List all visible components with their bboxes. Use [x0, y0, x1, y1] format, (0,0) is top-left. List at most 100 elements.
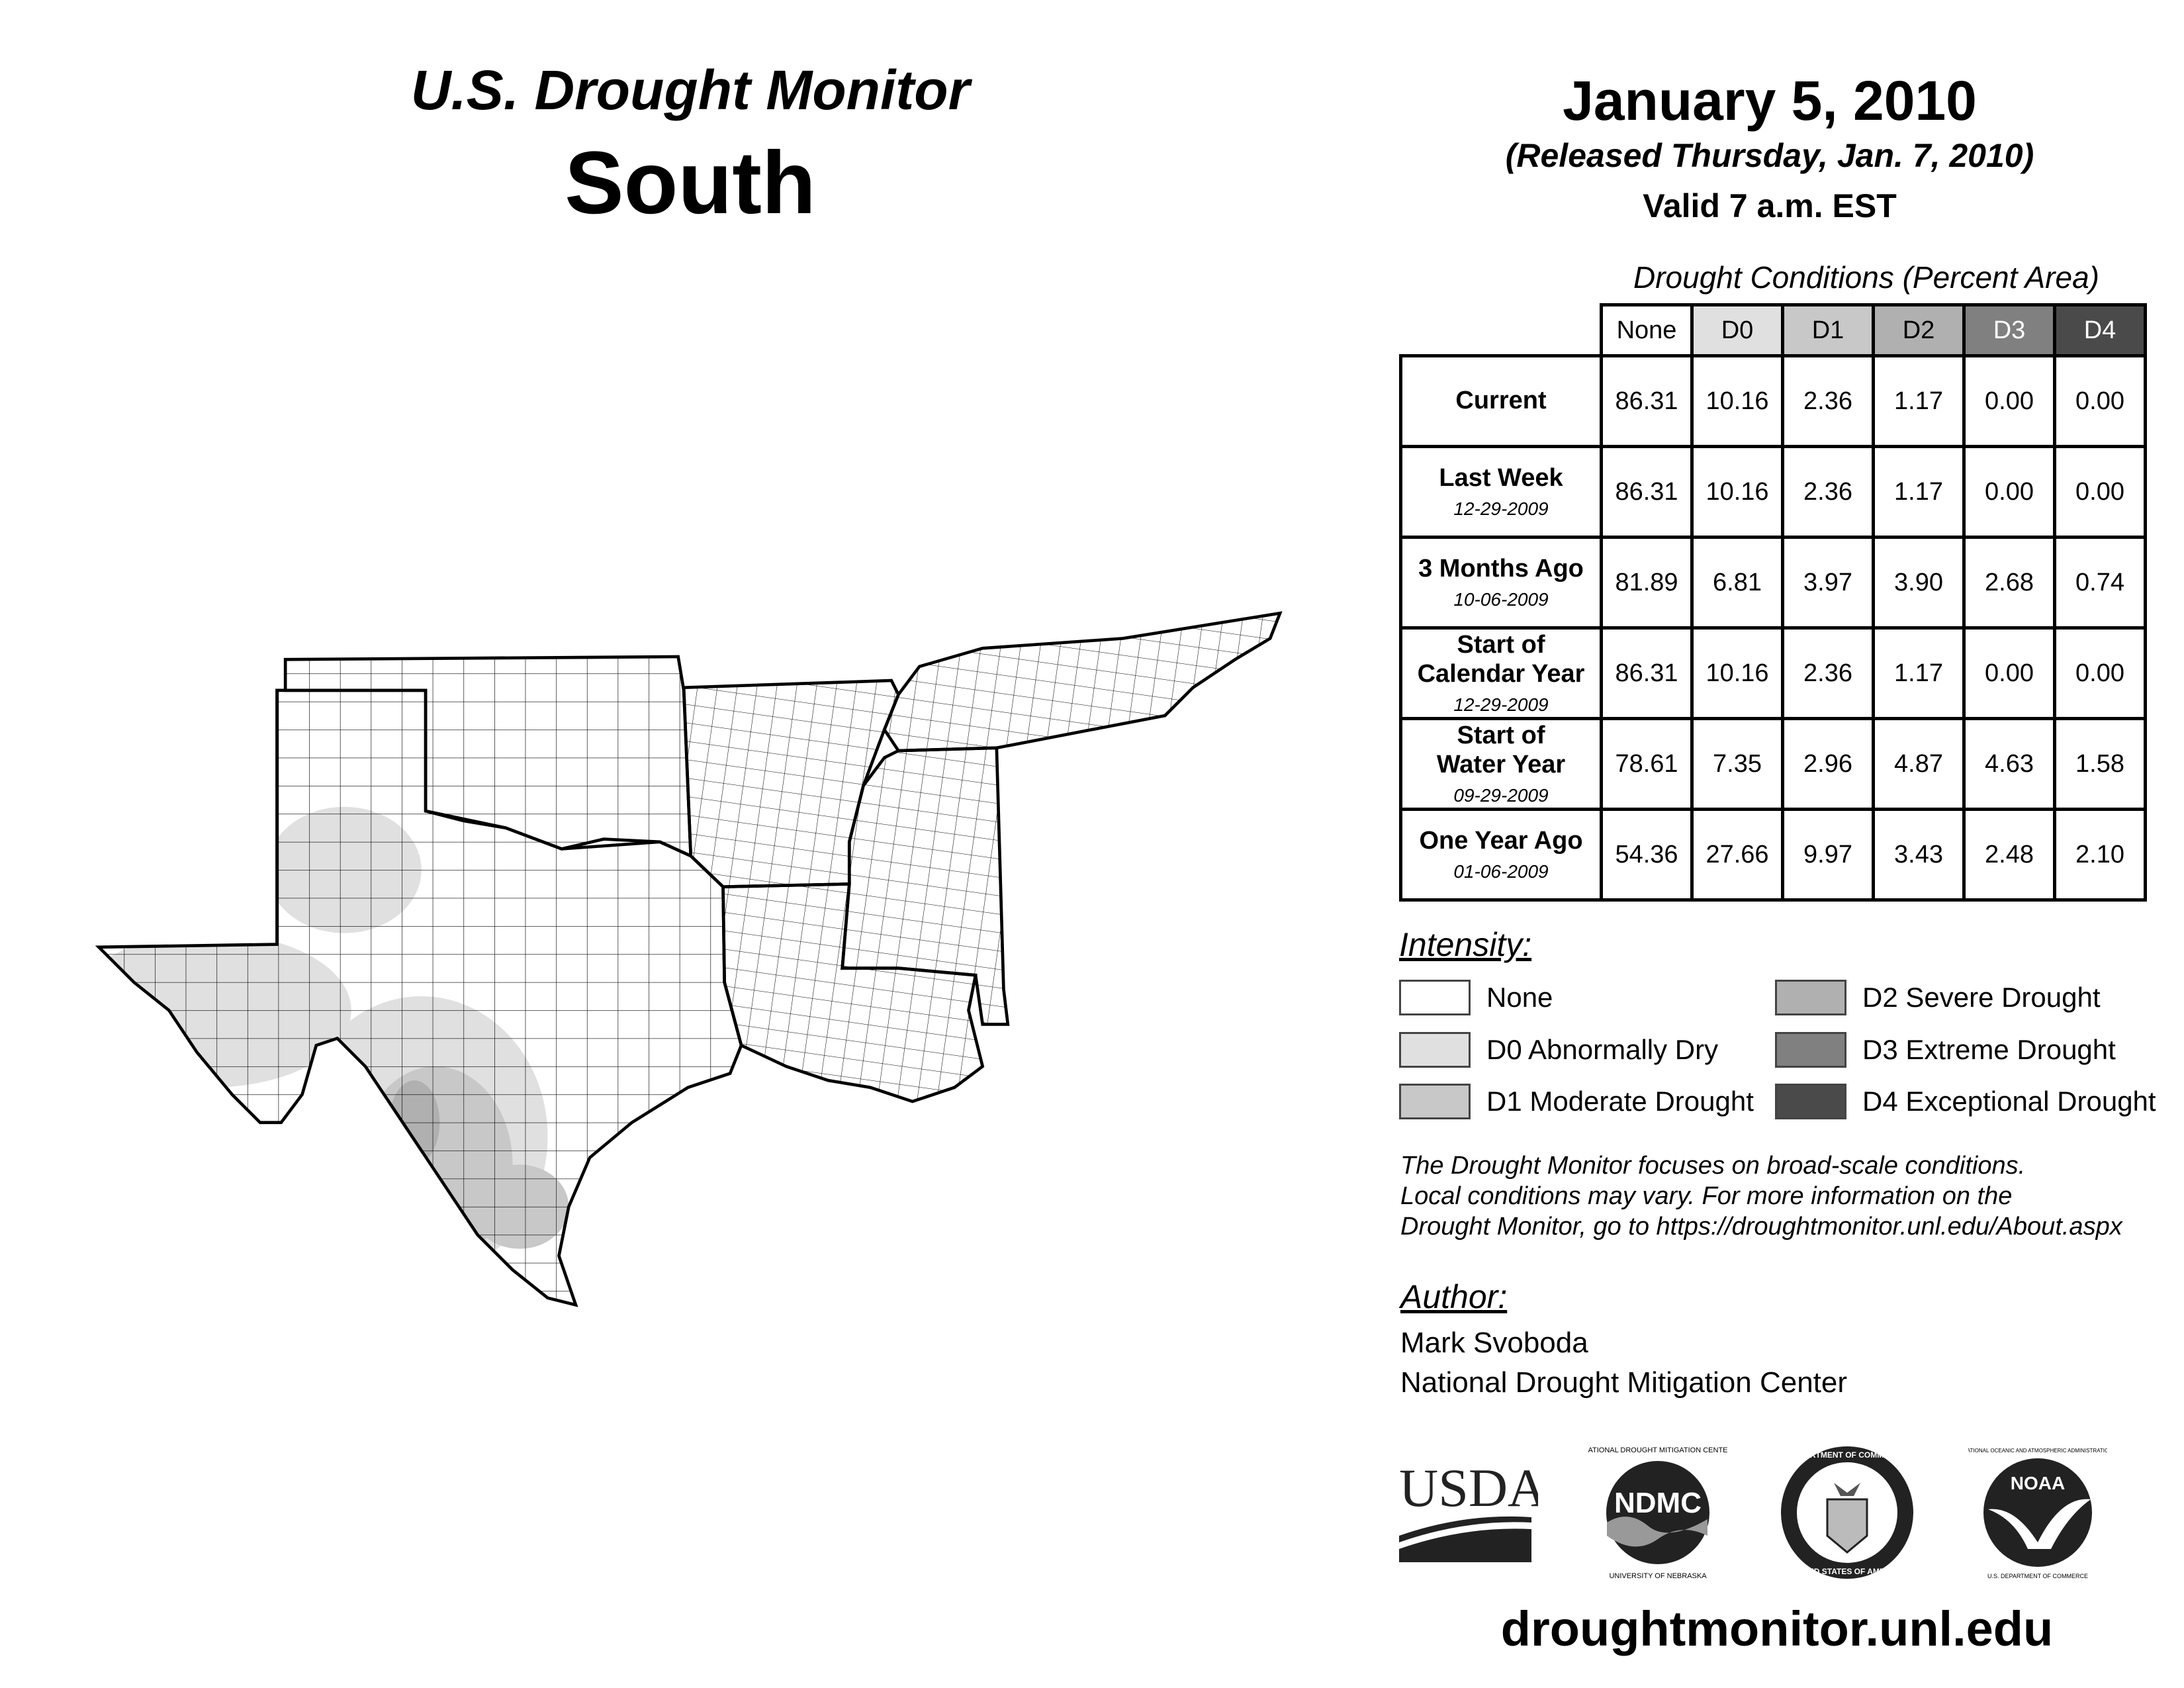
note-line: The Drought Monitor focuses on broad-sca…: [1400, 1152, 2026, 1180]
cell-d2: 3.90: [1872, 536, 1966, 630]
cell-d4: 0.00: [2053, 626, 2147, 720]
cell-d2: 3.43: [1872, 808, 1966, 902]
row-label: Current: [1399, 354, 1603, 448]
usda-logo: USDA: [1399, 1458, 1538, 1562]
usda-logo-text: USDA: [1399, 1458, 1538, 1518]
legend-swatch: [1775, 1084, 1846, 1119]
cell-d1: 3.97: [1781, 536, 1875, 630]
mississippi: [841, 746, 1010, 1026]
cell-d3: 4.63: [1962, 717, 2056, 811]
row-label-line1: Start of: [1457, 722, 1545, 750]
legend-label: D2 Severe Drought: [1862, 982, 2101, 1013]
noaa-logo-text: NOAA: [2011, 1473, 2065, 1493]
cell-d2: 1.17: [1872, 626, 1966, 720]
cell-none: 86.31: [1600, 445, 1694, 539]
cell-d0: 10.16: [1690, 354, 1784, 448]
legend-swatch: [1399, 1032, 1471, 1068]
disclaimer-notes: The Drought Monitor focuses on broad-sca…: [1400, 1150, 2122, 1242]
row-label: Start of Water Year 09-29-2009: [1399, 717, 1603, 811]
ndmc-ring-text: NATIONAL DROUGHT MITIGATION CENTER: [1588, 1446, 1727, 1454]
table-row: One Year Ago 01-06-2009 54.36 27.66 9.97 …: [1399, 808, 2147, 902]
legend-swatch: [1775, 980, 1846, 1015]
note-line: Drought Monitor, go to https://droughtmo…: [1400, 1213, 2122, 1241]
note-line: Local conditions may vary. For more info…: [1400, 1182, 2013, 1210]
row-label-line1: Start of: [1457, 631, 1545, 659]
row-label-line1: Last Week: [1439, 464, 1563, 492]
doc-ring-text: DEPARTMENT OF COMMERCE: [1788, 1450, 1905, 1460]
col-header-d3: D3: [1962, 303, 2056, 357]
cell-d1: 2.36: [1781, 445, 1875, 539]
legend-swatch: [1775, 1032, 1846, 1068]
col-header-d0: D0: [1690, 303, 1784, 357]
legend-item: D4 Exceptional Drought: [1775, 1084, 2156, 1119]
cell-d1: 2.36: [1781, 626, 1875, 720]
row-label-line2: Water Year: [1436, 750, 1566, 778]
doc-bottom-text: UNITED STATES OF AMERICA: [1790, 1567, 1905, 1576]
legend-item: None: [1399, 980, 1553, 1015]
legend-label: D0 Abnormally Dry: [1486, 1034, 1719, 1065]
legend-item: D3 Extreme Drought: [1775, 1032, 2116, 1068]
drought-conditions-table: None D0 D1 D2 D3 D4 Current 86.31 10.16 …: [1399, 303, 2147, 902]
ndmc-logo: NDMC NATIONAL DROUGHT MITIGATION CENTER …: [1588, 1446, 1727, 1580]
table-row: Start of Water Year 09-29-2009 78.61 7.35 …: [1399, 717, 2147, 811]
col-header-d2: D2: [1872, 303, 1966, 357]
map-date: January 5, 2010: [1563, 70, 1977, 132]
cell-d4: 0.00: [2053, 445, 2147, 539]
cell-d4: 1.58: [2053, 717, 2147, 811]
legend-swatch: [1399, 980, 1471, 1015]
row-label: 3 Months Ago 10-06-2009: [1399, 536, 1603, 630]
legend-label: D4 Exceptional Drought: [1862, 1086, 2156, 1117]
cell-d0: 7.35: [1690, 717, 1784, 811]
row-label-line1: One Year Ago: [1419, 827, 1583, 855]
legend-label: D3 Extreme Drought: [1862, 1034, 2116, 1065]
cell-d0: 10.16: [1690, 445, 1784, 539]
legend-heading: Intensity:: [1399, 926, 1532, 963]
valid-time: Valid 7 a.m. EST: [1643, 187, 1897, 224]
legend-item: D0 Abnormally Dry: [1399, 1032, 1718, 1068]
ndmc-logo-text: NDMC: [1614, 1487, 1702, 1519]
release-date: (Released Thursday, Jan. 7, 2010): [1505, 137, 2034, 174]
cell-d1: 2.36: [1781, 354, 1875, 448]
region-title: South: [565, 134, 816, 232]
legend-swatch: [1399, 1084, 1471, 1119]
cell-d0: 27.66: [1690, 808, 1784, 902]
noaa-ring-text: NATIONAL OCEANIC AND ATMOSPHERIC ADMINIS…: [1968, 1448, 2107, 1454]
row-date: 01-06-2009: [1453, 861, 1549, 882]
website-url[interactable]: droughtmonitor.unl.edu: [1500, 1601, 2054, 1656]
legend-item: D2 Severe Drought: [1775, 980, 2101, 1015]
cell-none: 86.31: [1600, 354, 1694, 448]
table-row: Current 86.31 10.16 2.36 1.17 0.00 0.00: [1399, 354, 2147, 448]
cell-d2: 1.17: [1872, 354, 1966, 448]
cell-d4: 0.74: [2053, 536, 2147, 630]
row-date: 12-29-2009: [1453, 498, 1549, 519]
cell-d3: 0.00: [1962, 445, 2056, 539]
noaa-bottom-text: U.S. DEPARTMENT OF COMMERCE: [1987, 1573, 2088, 1579]
cell-d0: 10.16: [1690, 626, 1784, 720]
cell-none: 54.36: [1600, 808, 1694, 902]
author-heading: Author:: [1400, 1278, 1508, 1315]
row-label-line2: Calendar Year: [1417, 659, 1585, 688]
cell-d2: 1.17: [1872, 445, 1966, 539]
row-label: Start of Calendar Year 12-29-2009: [1399, 626, 1603, 720]
doc-seal-logo: DEPARTMENT OF COMMERCE UNITED STATES OF …: [1781, 1446, 1913, 1579]
table-row: 3 Months Ago 10-06-2009 81.89 6.81 3.97 3…: [1399, 536, 2147, 630]
cell-d4: 2.10: [2053, 808, 2147, 902]
row-date: 10-06-2009: [1453, 588, 1549, 610]
cell-d3: 2.68: [1962, 536, 2056, 630]
tennessee: [882, 611, 1283, 753]
row-label: One Year Ago 01-06-2009: [1399, 808, 1603, 902]
cell-d1: 9.97: [1781, 808, 1875, 902]
table-row: Last Week 12-29-2009 86.31 10.16 2.36 1.1…: [1399, 445, 2147, 539]
noaa-logo: NOAA NATIONAL OCEANIC AND ATMOSPHERIC AD…: [1968, 1448, 2107, 1579]
cell-none: 81.89: [1600, 536, 1694, 630]
cell-none: 78.61: [1600, 717, 1694, 811]
cell-d3: 0.00: [1962, 626, 2056, 720]
row-date: 12-29-2009: [1453, 694, 1549, 715]
state-outlines: [95, 611, 1283, 1307]
cell-d1: 2.96: [1781, 717, 1875, 811]
col-header-d1: D1: [1781, 303, 1875, 357]
cell-d3: 2.48: [1962, 808, 2056, 902]
row-label-line1: Current: [1455, 387, 1547, 415]
cell-d3: 0.00: [1962, 354, 2056, 448]
